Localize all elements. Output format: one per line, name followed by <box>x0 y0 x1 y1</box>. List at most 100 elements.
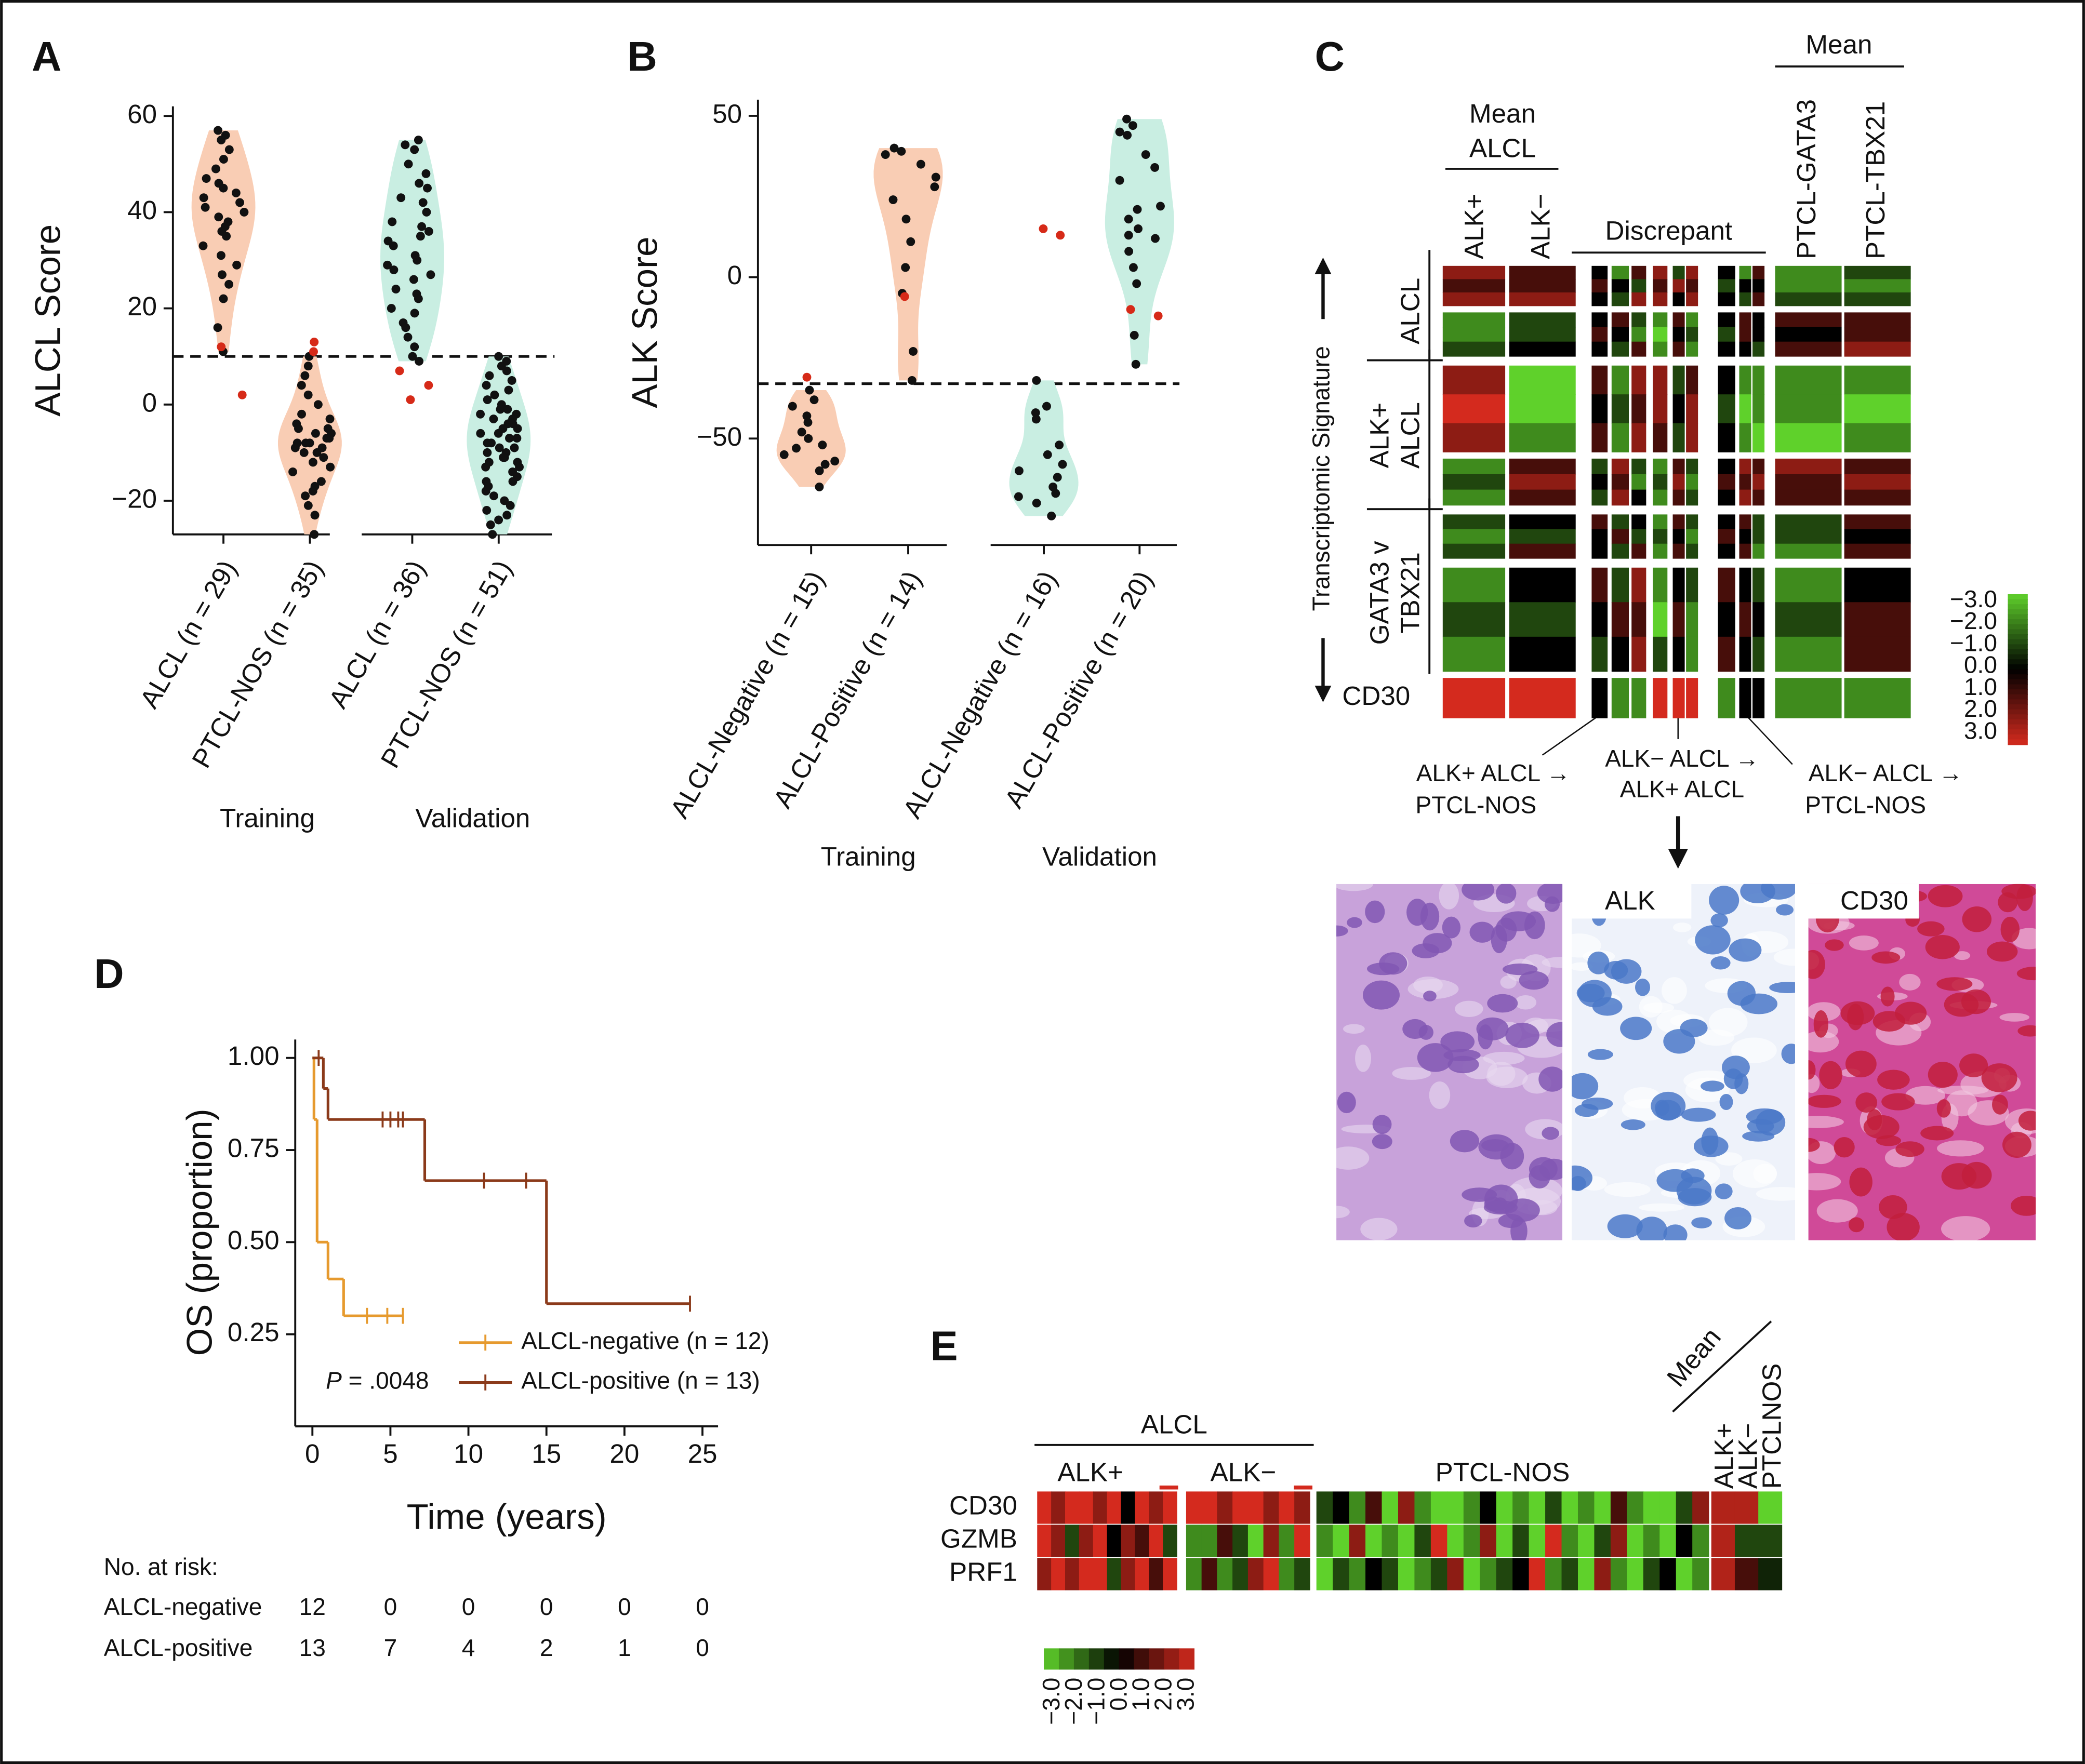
heat-cell <box>1163 1558 1177 1591</box>
heat-cell <box>1844 529 1911 544</box>
heat-cell <box>1442 292 1506 306</box>
heat-cell <box>1752 423 1765 452</box>
nucleus <box>1592 997 1623 1016</box>
point <box>297 381 306 390</box>
heat-cell <box>1758 1558 1783 1591</box>
point <box>792 444 801 453</box>
heat-cell <box>1752 567 1765 603</box>
heat-cell <box>1079 1525 1094 1557</box>
heat-cell <box>1135 1525 1150 1557</box>
texture <box>1808 1173 1841 1191</box>
heat-cell <box>1121 1525 1136 1557</box>
heat-cell <box>1316 1491 1333 1524</box>
heat-cell <box>1718 327 1735 342</box>
nucleus <box>1621 1119 1645 1130</box>
heat-cell <box>1496 1525 1513 1557</box>
nucleus <box>2000 916 2020 943</box>
heat-cell <box>1718 514 1735 530</box>
heat-cell <box>1672 292 1685 306</box>
nucleus <box>2016 967 2036 981</box>
heat-cell <box>1739 265 1751 280</box>
heat-cell <box>1718 341 1735 357</box>
x-tick-label: 10 <box>454 1439 483 1468</box>
nucleus <box>1500 911 1536 931</box>
colorbar-swatch <box>2008 659 2028 665</box>
point <box>1015 466 1024 475</box>
y-tick-label: 0.25 <box>228 1317 280 1347</box>
nucleus <box>1808 1060 1816 1080</box>
point <box>424 227 433 236</box>
point <box>391 285 401 294</box>
heat-cell <box>1442 678 1506 718</box>
heat-cell <box>1232 1525 1249 1557</box>
point <box>308 487 317 496</box>
heat-cell <box>1739 312 1751 328</box>
row-group-label: ALK+ <box>1365 403 1395 469</box>
header: ALCL <box>1469 133 1536 163</box>
nucleus <box>1871 951 1901 964</box>
heat-cell <box>1398 1525 1415 1557</box>
texture <box>1731 1037 1777 1063</box>
heat-cell <box>1065 1558 1080 1591</box>
heat-cell <box>1591 636 1608 672</box>
heat-cell <box>1509 292 1576 306</box>
heat-cell <box>1442 341 1506 357</box>
nucleus <box>1505 1022 1539 1048</box>
heat-cell <box>1611 365 1629 395</box>
nucleus <box>1710 956 1731 970</box>
colorbar-swatch <box>2008 644 2028 650</box>
flagged-point <box>900 292 909 301</box>
heat-cell <box>1653 458 1668 475</box>
heat-cell <box>1398 1558 1415 1591</box>
nucleus <box>1365 900 1385 924</box>
texture <box>1643 1002 1675 1013</box>
group-label: Training <box>821 842 916 872</box>
heat-cell <box>1442 312 1506 328</box>
heat-cell <box>1775 458 1842 475</box>
nucleus <box>1722 1055 1750 1079</box>
point <box>1128 121 1137 130</box>
colorbar-swatch <box>1104 1648 1120 1670</box>
point <box>483 448 492 457</box>
heat-cell <box>1686 529 1698 544</box>
heat-cell <box>1414 1525 1431 1557</box>
y-axis-label: OS (proportion) <box>179 1108 219 1356</box>
heat-cell <box>1263 1558 1280 1591</box>
heat-cell <box>1591 543 1608 559</box>
heat-cell <box>1414 1491 1431 1524</box>
heat-cell <box>1643 1558 1661 1591</box>
risk-count: 0 <box>384 1593 397 1620</box>
nucleus <box>1734 1073 1749 1094</box>
label-box <box>1572 884 1692 919</box>
point <box>490 390 499 399</box>
heat-cell <box>1279 1558 1295 1591</box>
heat-cell <box>1653 327 1668 342</box>
point <box>1124 215 1133 224</box>
heat-cell <box>1545 1491 1562 1524</box>
axis-label: Transcriptomic Signature <box>1308 346 1335 611</box>
y-tick-label: −50 <box>697 422 742 451</box>
annotation: ALK− ALCL → <box>1605 745 1759 772</box>
heat-cell <box>1734 1491 1759 1524</box>
heat-cell <box>1509 327 1576 342</box>
heat-cell <box>1107 1558 1122 1591</box>
panel-letter: D <box>94 951 124 997</box>
point <box>224 145 234 154</box>
point <box>218 270 227 279</box>
heat-cell <box>1591 678 1608 718</box>
point <box>502 366 511 376</box>
heat-cell <box>1775 543 1842 559</box>
header: Mean <box>1469 99 1536 128</box>
heat-cell <box>1676 1525 1693 1557</box>
point <box>300 371 310 380</box>
flagged-point <box>406 395 415 404</box>
point <box>325 415 335 424</box>
nucleus <box>1402 1019 1428 1039</box>
row-group-label: GATA3 v <box>1365 541 1395 645</box>
texture <box>1483 1051 1525 1065</box>
texture <box>1753 1164 1777 1184</box>
heat-cell <box>1631 678 1646 718</box>
y-tick-label: 0 <box>142 387 157 417</box>
heat-cell <box>1739 423 1751 452</box>
